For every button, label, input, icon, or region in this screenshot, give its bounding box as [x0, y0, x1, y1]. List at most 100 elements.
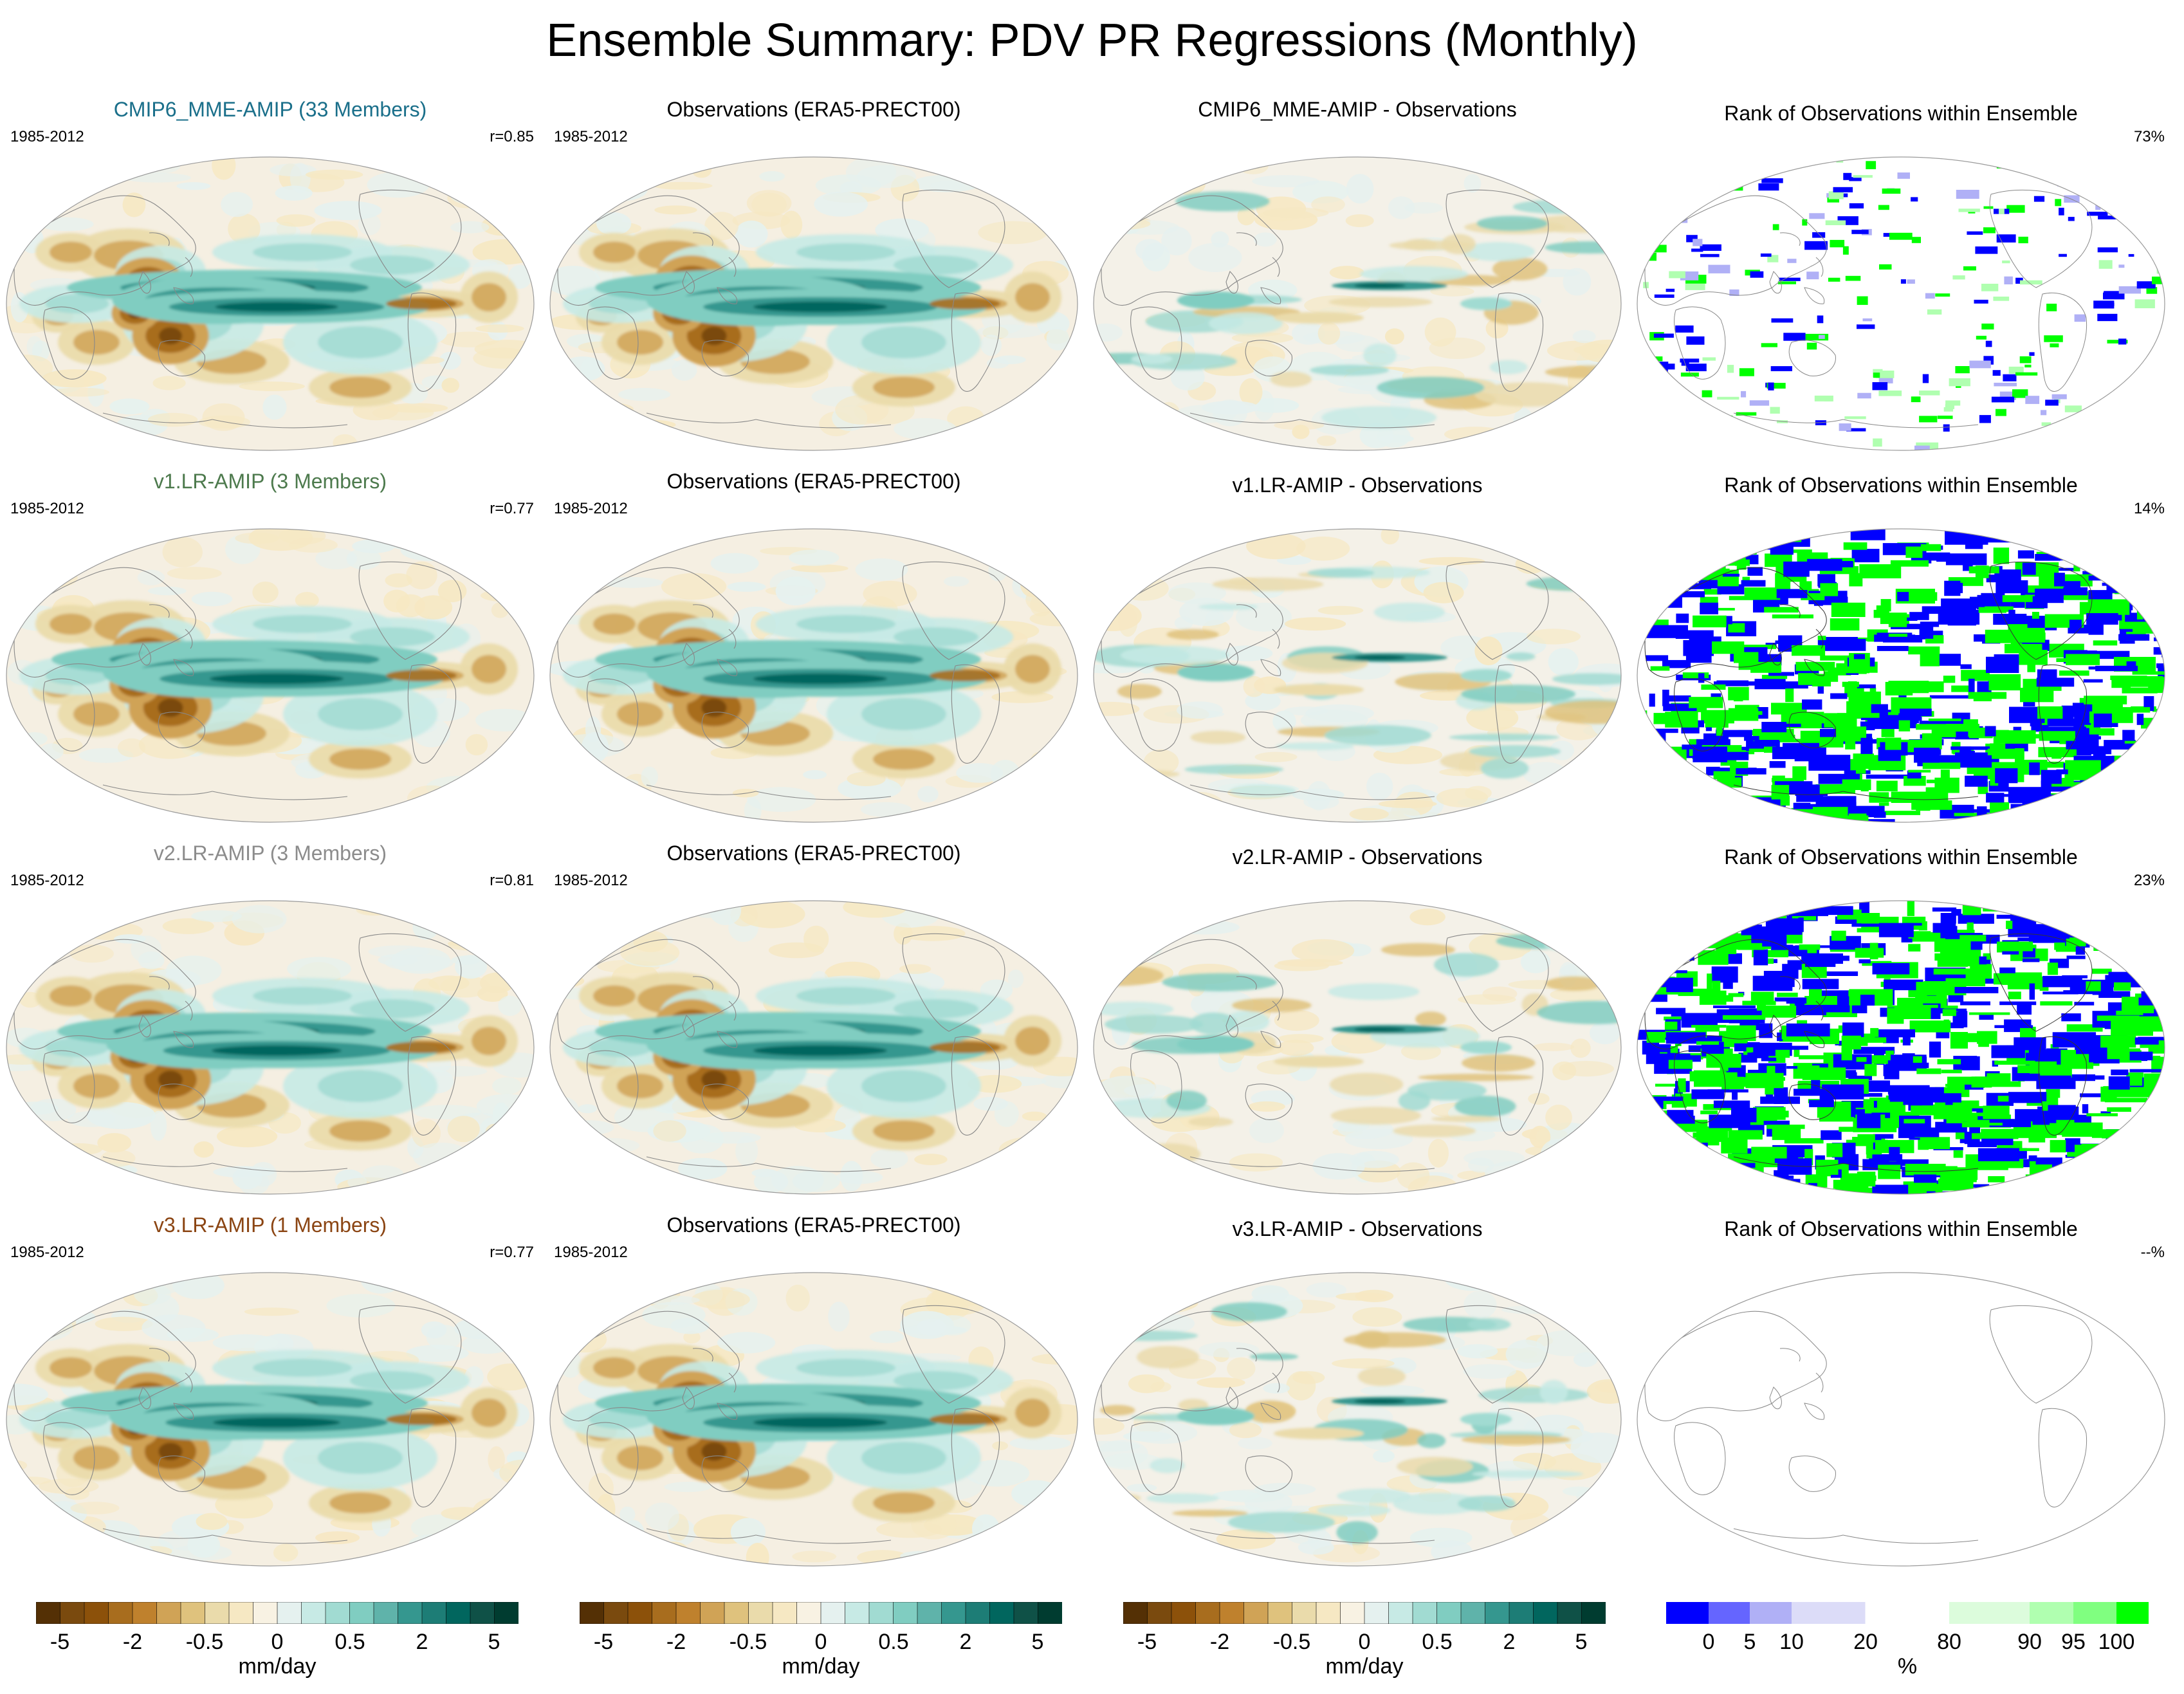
colorbar-swatch	[580, 1602, 605, 1624]
colorbar-ticks: 0 5 10 20 80 90 95 100	[1666, 1629, 2149, 1655]
tick-label: 5	[1575, 1630, 1588, 1654]
colorbar-swatch	[1485, 1602, 1510, 1624]
colorbar-swatch	[470, 1602, 495, 1624]
map-rank-row1	[1637, 528, 2165, 823]
panel-model-row2: v2.LR-AMIP (3 Members) 1985-2012 r=0.81	[0, 840, 540, 1201]
colorbar-unit: mm/day	[238, 1654, 317, 1679]
map-rank-row2	[1637, 900, 2165, 1195]
colorbar-swatch	[1666, 1602, 1709, 1624]
colorbar-swatch	[494, 1602, 518, 1624]
colorbar-swatch	[1709, 1602, 1750, 1624]
tick-label: 0	[271, 1630, 284, 1654]
colorbar-swatch	[820, 1602, 846, 1624]
colorbar-swatch	[108, 1602, 133, 1624]
map-model-row0	[6, 156, 535, 451]
map-diff-row3	[1093, 1272, 1622, 1567]
colorbar-swatch	[627, 1602, 653, 1624]
colorbar-swatch	[1243, 1602, 1269, 1624]
colorbar-swatch	[748, 1602, 773, 1624]
map-obs-row2	[549, 900, 1078, 1195]
rank-title: Rank of Observations within Ensemble	[1724, 1217, 2078, 1240]
colorbar-swatch	[1195, 1602, 1220, 1624]
colorbar-swatch	[1533, 1602, 1558, 1624]
colorbar-swatch	[989, 1602, 1014, 1624]
figure-title: Ensemble Summary: PDV PR Regressions (Mo…	[546, 15, 1638, 66]
map-diff-row2	[1093, 900, 1622, 1195]
colorbar-swatch	[180, 1602, 206, 1624]
period-label: 1985-2012	[554, 128, 628, 145]
period-label: 1985-2012	[554, 1244, 628, 1261]
panel-model-row3: v3.LR-AMIP (1 Members) 1985-2012 r=0.77	[0, 1212, 540, 1572]
colorbar-swatch	[1364, 1602, 1390, 1624]
colorbar-swatch	[1412, 1602, 1438, 1624]
panel-obs-row1: Observations (ERA5-PRECT00) 1985-2012	[544, 468, 1084, 829]
colorbar-swatch	[301, 1602, 326, 1624]
colorbar-swatch	[1147, 1602, 1172, 1624]
colorbar-swatch	[2030, 1602, 2073, 1624]
colorbar-swatch	[156, 1602, 181, 1624]
colorbar-swatch	[1460, 1602, 1486, 1624]
map-rank-row0	[1637, 156, 2165, 451]
colorbar-swatch	[2073, 1602, 2116, 1624]
map-model-row3	[6, 1272, 535, 1567]
colorbar-swatches	[1666, 1602, 2149, 1624]
colorbar-swatch	[1581, 1602, 1606, 1624]
panel-obs-row3: Observations (ERA5-PRECT00) 1985-2012	[544, 1212, 1084, 1572]
tick-label: 5	[488, 1630, 500, 1654]
period-label: 1985-2012	[10, 872, 84, 889]
panel-diff-row1: v1.LR-AMIP - Observations	[1087, 468, 1628, 829]
colorbar-swatch	[1436, 1602, 1462, 1624]
diff-title: v2.LR-AMIP - Observations	[1232, 845, 1483, 869]
tick-label: 95	[2061, 1630, 2086, 1654]
colorbar-swatch	[1792, 1602, 1866, 1624]
period-label: 1985-2012	[554, 500, 628, 517]
panel-rank-row2: Rank of Observations within Ensemble 23%	[1631, 840, 2171, 1201]
map-obs-row3	[549, 1272, 1078, 1567]
colorbar-swatch	[2116, 1602, 2149, 1624]
rank-title: Rank of Observations within Ensemble	[1724, 474, 2078, 497]
rank-title: Rank of Observations within Ensemble	[1724, 102, 2078, 125]
period-label: 1985-2012	[10, 128, 84, 145]
map-obs-row0	[549, 156, 1078, 451]
tick-label: 20	[1853, 1630, 1878, 1654]
colorbar-swatch	[1171, 1602, 1197, 1624]
colorbar-swatch	[253, 1602, 278, 1624]
colorbar-swatch	[1865, 1602, 1950, 1624]
colorbar-swatch	[845, 1602, 870, 1624]
colorbar-obs: -5 -2 -0.5 0 0.5 2 5 mm/day	[580, 1602, 1062, 1686]
colorbar-swatch	[1219, 1602, 1245, 1624]
tick-label: 0.5	[878, 1630, 909, 1654]
map-model-row1	[6, 528, 535, 823]
tick-label: -5	[593, 1630, 614, 1654]
colorbar-swatch	[349, 1602, 374, 1624]
model-title: CMIP6_MME-AMIP (33 Members)	[113, 98, 427, 121]
tick-label: 0	[1358, 1630, 1371, 1654]
colorbar-swatch	[868, 1602, 894, 1624]
colorbar-swatch	[796, 1602, 821, 1624]
tick-label: 5	[1031, 1630, 1044, 1654]
tick-label: 0.5	[335, 1630, 365, 1654]
map-rank-row3	[1637, 1272, 2165, 1567]
colorbar-swatch	[84, 1602, 109, 1624]
panel-diff-row2: v2.LR-AMIP - Observations	[1087, 840, 1628, 1201]
tick-label: 10	[1779, 1630, 1804, 1654]
period-label: 1985-2012	[10, 500, 84, 517]
colorbar-swatch	[1267, 1602, 1293, 1624]
map-obs-row1	[549, 528, 1078, 823]
panel-model-row1: v1.LR-AMIP (3 Members) 1985-2012 r=0.77	[0, 468, 540, 829]
panel-rank-row0: Rank of Observations within Ensemble 73%	[1631, 97, 2171, 457]
colorbar-swatches	[1123, 1602, 1606, 1624]
colorbar-swatch	[1750, 1602, 1792, 1624]
period-label: 1985-2012	[554, 872, 628, 889]
colorbar-swatch	[1509, 1602, 1534, 1624]
colorbar-swatch	[700, 1602, 725, 1624]
tick-label: 90	[2017, 1630, 2042, 1654]
colorbar-ticks: -5 -2 -0.5 0 0.5 2 5	[1123, 1629, 1606, 1655]
colorbar-swatch	[1557, 1602, 1583, 1624]
rank-title: Rank of Observations within Ensemble	[1724, 845, 2078, 869]
tick-label: -0.5	[185, 1630, 224, 1654]
map-diff-row1	[1093, 528, 1622, 823]
panel-diff-row3: v3.LR-AMIP - Observations	[1087, 1212, 1628, 1572]
tick-label: 80	[1937, 1630, 1961, 1654]
colorbar-swatch	[724, 1602, 749, 1624]
